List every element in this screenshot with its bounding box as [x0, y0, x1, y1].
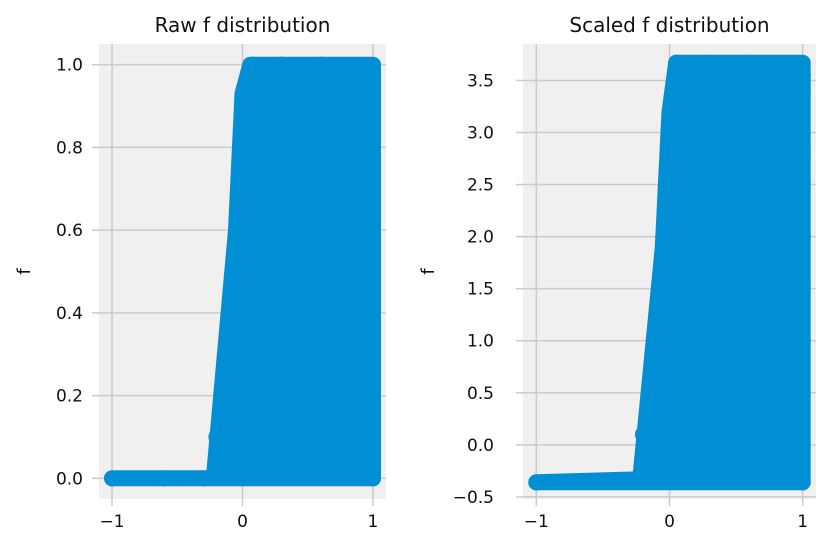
y-tick-label: 2.0: [467, 228, 494, 248]
scatter-point: [364, 77, 381, 94]
y-tick-label: 2.5: [467, 176, 494, 196]
scatter-point: [648, 322, 665, 339]
y-tick-label: 3.5: [467, 71, 494, 91]
chart-title: Raw f distribution: [155, 13, 331, 37]
scatter-point: [244, 56, 261, 73]
left-subplot: −1 0 1 0.0 0.2 0.4 0.6 0.8 1.0 Raw f distribution…: [14, 13, 386, 532]
scatter-point: [221, 304, 238, 321]
y-tick-label: 0.0: [56, 469, 83, 489]
scatter-point: [634, 426, 651, 443]
y-tick-label: 1.0: [56, 56, 83, 76]
scatter-point: [581, 473, 598, 490]
scatter-point: [208, 428, 225, 445]
scatter-point: [364, 470, 381, 487]
scatter-point: [195, 470, 212, 487]
scatter-point: [794, 84, 811, 101]
x-tick-label: 0: [237, 512, 248, 532]
y-tick-label: 0.8: [56, 138, 83, 158]
x-tick-label: −1: [524, 512, 549, 532]
scatter-point: [794, 228, 811, 245]
scatter-point: [104, 470, 121, 487]
x-tick-label: 0: [664, 512, 675, 532]
x-tick-label: 1: [368, 512, 379, 532]
scatter-point: [701, 54, 718, 71]
x-tick-label: 1: [797, 512, 808, 532]
y-tick-label: 1.0: [467, 332, 494, 352]
scatter-point: [364, 222, 381, 239]
scatter-point: [621, 472, 638, 489]
y-tick-label: 1.5: [467, 280, 494, 300]
y-tick-label: 0.5: [467, 384, 494, 404]
y-tick-label: 3.0: [467, 124, 494, 144]
scatter-point: [794, 67, 811, 84]
scatter-point: [661, 166, 678, 183]
y-axis-label: f: [14, 268, 35, 275]
right-subplot: −1 0 1 −0.5 0.0 0.5 1.0 1.5 2.0 2.5 3.0 3.5 Scaled f…: [418, 13, 816, 532]
scatter-point: [528, 474, 545, 491]
y-tick-label: −0.5: [453, 488, 494, 508]
y-tick-label: 0.6: [56, 221, 83, 241]
scatter-point: [364, 147, 381, 164]
scatter-point: [741, 54, 758, 71]
chart-title: Scaled f distribution: [569, 13, 769, 37]
scatter-point: [312, 56, 329, 73]
y-tick-label: 0.0: [467, 436, 494, 456]
scatter-point: [364, 102, 381, 119]
y-axis-label: f: [418, 268, 439, 275]
scatter-point: [794, 332, 811, 349]
scatter-point: [364, 304, 381, 321]
y-tick-label: 0.4: [56, 304, 83, 324]
scatter-point: [156, 470, 173, 487]
scatter-point: [794, 145, 811, 162]
x-tick-label: −1: [100, 512, 125, 532]
scatter-point: [794, 474, 811, 491]
scatter-point: [234, 139, 251, 156]
scatter-point: [273, 56, 290, 73]
y-tick-label: 0.2: [56, 387, 83, 407]
scatter-point: [668, 54, 685, 71]
